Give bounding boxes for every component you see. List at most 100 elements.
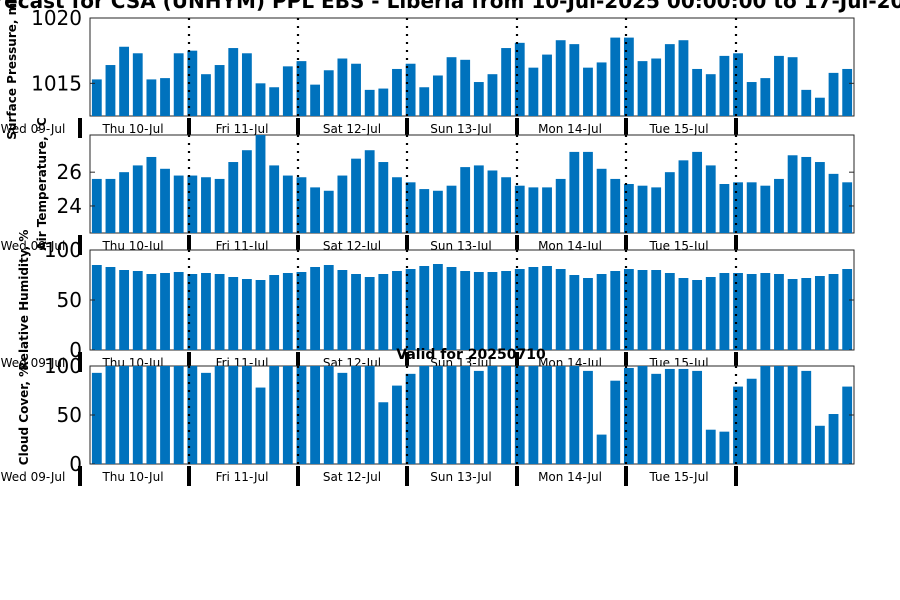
- bar: [610, 380, 621, 464]
- bar: [160, 366, 170, 464]
- bar: [105, 65, 116, 116]
- bar: [337, 175, 348, 233]
- bar: [146, 366, 157, 464]
- bar: [105, 366, 116, 464]
- bar: [814, 162, 825, 233]
- x-day-label: Thu 10-Jul: [101, 470, 163, 484]
- bar: [201, 273, 211, 350]
- bar: [787, 279, 798, 350]
- bar: [801, 156, 812, 233]
- bar: [187, 50, 198, 116]
- bar: [173, 53, 184, 116]
- bar: [842, 68, 853, 116]
- y-axis-label: Relative Humidity, %: [17, 230, 31, 371]
- x-day-label: Wed 09-Jul: [1, 356, 66, 370]
- chart-panel-1: 1015 1020 Wed 09-Jul Thu 10-Jul Fri 11-Jul Sa…: [1, 0, 855, 140]
- bar: [323, 265, 334, 350]
- bar: [214, 366, 225, 464]
- bar: [583, 370, 593, 464]
- bar: [91, 79, 102, 116]
- bar: [596, 62, 607, 116]
- bar: [501, 48, 512, 116]
- bar: [201, 372, 211, 464]
- bar: [651, 187, 662, 233]
- bar: [487, 74, 498, 116]
- y-tick-label: 1020: [31, 6, 82, 30]
- bar: [760, 78, 771, 116]
- bar: [405, 269, 416, 350]
- bar: [91, 178, 102, 233]
- bar: [214, 274, 225, 350]
- bar: [255, 135, 266, 233]
- bar: [323, 190, 334, 233]
- bar: [487, 170, 498, 233]
- bar: [132, 366, 143, 464]
- bar: [692, 68, 703, 116]
- bar: [842, 182, 853, 233]
- bar: [610, 37, 621, 116]
- bar: [432, 366, 443, 464]
- bar: [705, 165, 716, 233]
- x-day-label: Mon 14-Jul: [538, 470, 602, 484]
- x-day-label: Fri 11-Jul: [216, 122, 269, 136]
- y-tick-label: 24: [57, 194, 82, 218]
- bar: [528, 366, 539, 464]
- bar: [705, 277, 716, 350]
- bar: [132, 271, 143, 350]
- bar: [337, 58, 348, 116]
- bar: [419, 189, 430, 233]
- bar: [378, 402, 389, 464]
- bar: [364, 89, 375, 116]
- bar: [119, 366, 130, 464]
- bar: [282, 66, 293, 116]
- bar: [637, 185, 648, 233]
- bar: [91, 265, 102, 350]
- bar: [774, 55, 784, 116]
- bar: [719, 55, 730, 116]
- y-tick-label: 1015: [31, 71, 82, 95]
- bar: [801, 370, 812, 464]
- bar: [637, 270, 648, 350]
- bar: [201, 74, 211, 116]
- bar: [269, 165, 280, 233]
- bar: [214, 65, 225, 116]
- bar: [91, 372, 102, 464]
- x-day-label: Fri 11-Jul: [216, 470, 269, 484]
- bar: [351, 366, 361, 464]
- bar: [774, 274, 784, 350]
- bar: [173, 272, 184, 350]
- bar: [651, 270, 662, 350]
- bar: [542, 187, 552, 233]
- y-axis-label: Cloud Cover, %: [17, 365, 31, 465]
- bar: [542, 366, 552, 464]
- bar: [623, 269, 634, 350]
- bar: [596, 274, 607, 350]
- bar: [610, 271, 621, 350]
- bar: [364, 366, 375, 464]
- x-day-label: Wed 09-Jul: [1, 470, 66, 484]
- bar: [241, 366, 252, 464]
- bar: [446, 57, 457, 116]
- bar: [351, 274, 361, 350]
- bar: [719, 273, 730, 350]
- bar: [473, 165, 484, 233]
- bar: [746, 82, 757, 116]
- chart-subtitle: Valid for 20250710: [396, 347, 546, 363]
- bar: [446, 366, 457, 464]
- bar: [692, 151, 703, 233]
- bar: [787, 57, 798, 116]
- bar: [269, 366, 280, 464]
- bar: [678, 160, 689, 233]
- bar: [828, 72, 839, 116]
- bar: [241, 279, 252, 350]
- bar: [555, 366, 566, 464]
- bar: [651, 373, 662, 464]
- bar: [296, 366, 307, 464]
- bar: [446, 185, 457, 233]
- bar: [828, 274, 839, 350]
- bar: [760, 185, 771, 233]
- y-tick-label: 50: [57, 403, 82, 427]
- bar: [692, 370, 703, 464]
- bar: [378, 162, 389, 233]
